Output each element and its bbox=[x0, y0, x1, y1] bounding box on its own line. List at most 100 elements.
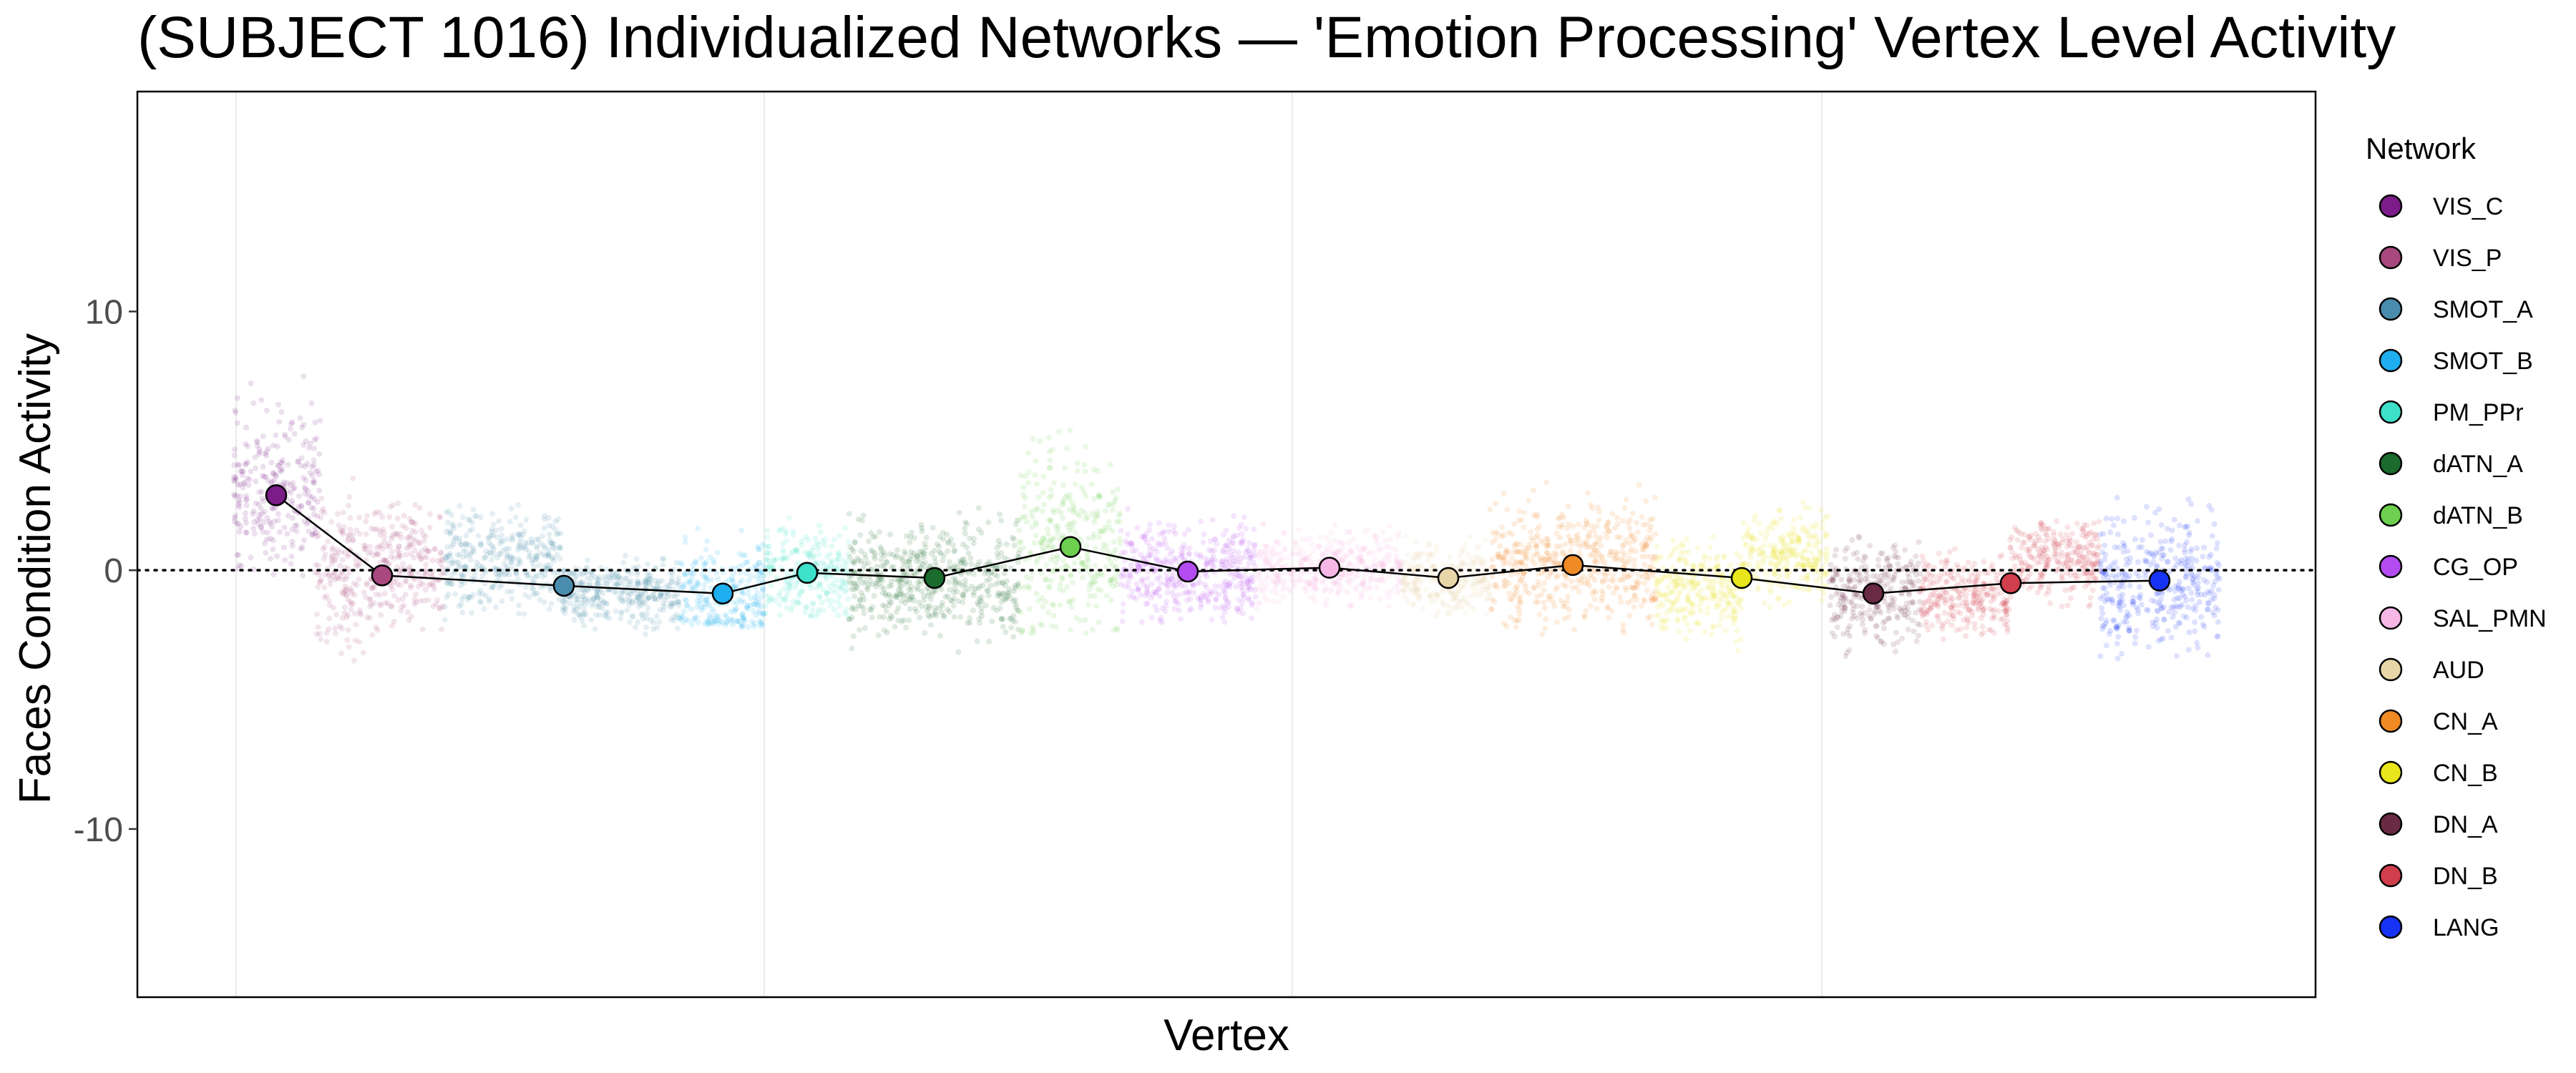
vertex-point bbox=[947, 559, 952, 565]
vertex-point bbox=[796, 593, 802, 599]
vertex-point bbox=[1139, 576, 1146, 582]
vertex-point bbox=[1170, 573, 1176, 579]
vertex-point bbox=[650, 592, 657, 598]
vertex-point bbox=[1755, 559, 1761, 566]
vertex-point bbox=[979, 613, 985, 619]
vertex-point bbox=[808, 548, 814, 554]
vertex-point bbox=[288, 553, 295, 559]
vertex-point bbox=[978, 529, 985, 536]
vertex-point bbox=[1439, 598, 1445, 604]
vertex-point bbox=[606, 615, 613, 622]
vertex-point bbox=[793, 547, 799, 553]
vertex-point bbox=[1277, 550, 1284, 557]
vertex-point bbox=[1045, 609, 1052, 616]
vertex-point bbox=[493, 571, 499, 577]
vertex-point bbox=[751, 623, 757, 629]
vertex-point bbox=[290, 480, 296, 486]
vertex-point bbox=[761, 610, 767, 617]
vertex-point bbox=[1646, 613, 1653, 619]
vertex-point bbox=[685, 579, 691, 584]
vertex-point bbox=[686, 617, 692, 624]
vertex-point bbox=[1092, 514, 1098, 521]
vertex-point bbox=[597, 597, 604, 603]
vertex-point bbox=[734, 600, 741, 607]
vertex-point bbox=[1593, 559, 1599, 566]
vertex-point bbox=[1163, 599, 1170, 604]
vertex-point bbox=[1402, 582, 1409, 588]
vertex-point bbox=[763, 557, 770, 563]
vertex-point bbox=[639, 593, 645, 599]
vertex-point bbox=[1165, 577, 1171, 583]
vertex-point bbox=[436, 604, 443, 611]
vertex-point bbox=[533, 553, 540, 559]
vertex-point bbox=[847, 554, 853, 560]
vertex-point bbox=[816, 593, 822, 599]
vertex-point bbox=[1081, 559, 1088, 566]
vertex-point bbox=[288, 490, 294, 496]
vertex-point bbox=[573, 597, 580, 603]
vertex-point bbox=[643, 577, 649, 584]
vertex-point bbox=[1217, 604, 1224, 611]
vertex-point bbox=[1543, 616, 1549, 622]
vertex-point bbox=[1460, 578, 1467, 584]
vertex-point bbox=[275, 511, 281, 517]
vertex-point bbox=[1379, 559, 1385, 565]
vertex-point bbox=[1501, 490, 1507, 496]
vertex-point bbox=[1182, 583, 1189, 589]
vertex-point bbox=[1385, 603, 1392, 609]
vertex-point bbox=[794, 600, 801, 607]
vertex-point bbox=[339, 614, 346, 621]
vertex-point bbox=[950, 575, 957, 582]
vertex-point bbox=[670, 600, 677, 607]
vertex-point bbox=[620, 559, 627, 566]
vertex-point bbox=[1290, 569, 1297, 575]
vertex-point bbox=[1272, 584, 1279, 591]
vertex-point bbox=[418, 556, 424, 562]
vertex-point bbox=[942, 594, 949, 600]
vertex-point bbox=[878, 551, 884, 557]
vertex-point bbox=[384, 557, 390, 564]
vertex-point bbox=[1224, 556, 1230, 562]
vertex-point bbox=[635, 603, 642, 609]
vertex-point bbox=[1039, 508, 1045, 514]
vertex-point bbox=[521, 611, 527, 617]
vertex-point bbox=[1201, 571, 1208, 577]
vertex-point bbox=[1824, 550, 1830, 557]
vertex-point bbox=[536, 562, 542, 569]
vertex-point bbox=[1048, 557, 1055, 563]
vertex-point bbox=[1337, 582, 1343, 588]
vertex-point bbox=[1261, 552, 1267, 558]
vertex-point bbox=[1415, 553, 1422, 559]
vertex-point bbox=[344, 637, 351, 643]
vertex-point bbox=[860, 579, 867, 586]
vertex-point bbox=[1212, 536, 1219, 542]
vertex-point bbox=[786, 582, 793, 588]
vertex-point bbox=[328, 561, 335, 567]
vertex-point bbox=[289, 497, 296, 504]
vertex-point bbox=[345, 612, 351, 618]
vertex-point bbox=[1029, 514, 1035, 520]
vertex-point bbox=[859, 517, 865, 524]
vertex-point bbox=[509, 533, 516, 539]
vertex-point bbox=[1168, 575, 1174, 582]
vertex-point bbox=[1283, 562, 1289, 569]
vertex-point bbox=[917, 559, 924, 565]
vertex-point bbox=[396, 570, 402, 576]
vertex-point bbox=[658, 592, 664, 598]
vertex-point bbox=[469, 544, 476, 551]
vertex-point bbox=[754, 590, 761, 597]
vertex-point bbox=[1091, 531, 1097, 537]
vertex-point bbox=[336, 572, 343, 579]
vertex-point bbox=[1800, 499, 1806, 505]
vertex-point bbox=[1067, 492, 1073, 499]
vertex-point bbox=[588, 617, 595, 623]
vertex-point bbox=[1022, 504, 1028, 510]
vertex-point bbox=[869, 549, 876, 555]
vertex-point bbox=[1805, 531, 1812, 538]
vertex-point bbox=[1128, 540, 1135, 547]
vertex-point bbox=[1054, 526, 1060, 533]
vertex-point bbox=[268, 535, 274, 542]
vertex-point bbox=[1354, 544, 1360, 551]
vertex-point bbox=[1062, 494, 1068, 501]
vertex-point bbox=[273, 471, 278, 478]
